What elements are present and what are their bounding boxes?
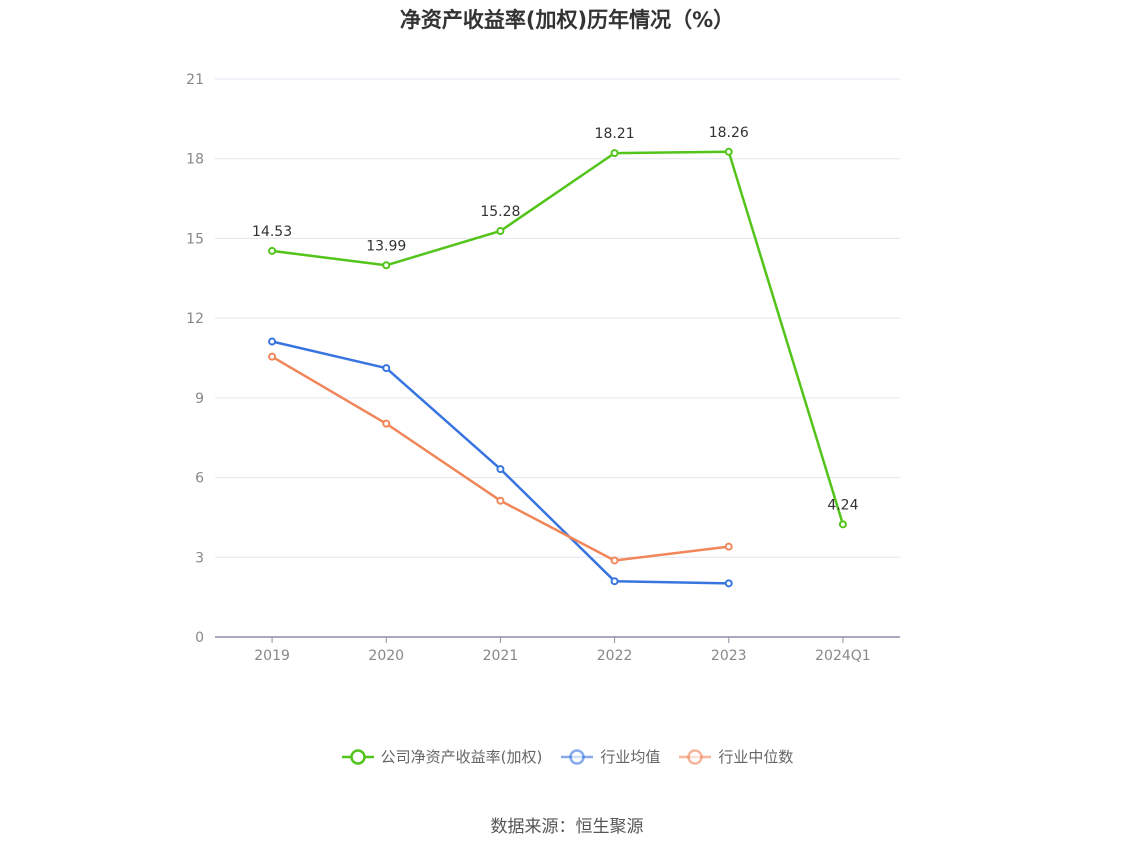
- data-point: [838, 520, 847, 529]
- data-point: [496, 496, 505, 505]
- x-tick-label: 2020: [368, 648, 404, 664]
- legend-label: 行业均值: [600, 748, 661, 766]
- series-line-2: [271, 355, 729, 562]
- legend-swatch-icon: [679, 748, 712, 765]
- data-point: [382, 261, 391, 270]
- y-tick-label: 12: [186, 311, 204, 327]
- legend-item[interactable]: 公司净资产收益率(加权): [341, 746, 543, 767]
- data-point: [610, 577, 619, 586]
- data-label: 18.26: [709, 125, 749, 141]
- chart-legend: 公司净资产收益率(加权) 行业均值 行业中位数: [0, 746, 1134, 767]
- data-label: 18.21: [595, 126, 635, 142]
- data-point: [724, 147, 733, 156]
- data-point: [610, 556, 619, 565]
- data-label: 14.53: [252, 224, 292, 240]
- y-tick-label: 21: [186, 72, 204, 88]
- data-point: [724, 579, 733, 588]
- y-tick-label: 6: [195, 471, 204, 487]
- y-tick-label: 9: [195, 391, 204, 407]
- y-tick-label: 3: [195, 550, 204, 566]
- data-point: [610, 149, 619, 158]
- legend-label: 公司净资产收益率(加权): [380, 748, 543, 766]
- series-line-0: [271, 150, 845, 525]
- x-tick-label: 2023: [711, 648, 747, 664]
- legend-item[interactable]: 行业均值: [560, 746, 660, 767]
- data-point: [268, 246, 277, 255]
- data-point: [382, 419, 391, 428]
- chart-title: 净资产收益率(加权)历年情况（%）: [399, 8, 735, 32]
- series-line-1: [271, 340, 729, 585]
- legend-swatch-icon: [341, 748, 374, 765]
- data-point: [268, 352, 277, 361]
- legend-swatch-icon: [561, 748, 594, 765]
- x-tick-label: 2019: [254, 648, 290, 664]
- y-tick-label: 15: [186, 231, 204, 247]
- data-point: [496, 465, 505, 474]
- data-point: [268, 337, 277, 346]
- y-tick-label: 18: [186, 152, 204, 168]
- data-point: [382, 364, 391, 373]
- data-label: 4.24: [827, 497, 858, 513]
- legend-item[interactable]: 行业中位数: [678, 746, 793, 767]
- x-tick-label: 2021: [483, 648, 519, 664]
- data-point: [496, 226, 505, 235]
- y-tick-label: 0: [195, 630, 204, 646]
- x-tick-label: 2022: [597, 648, 633, 664]
- legend-label: 行业中位数: [718, 748, 794, 766]
- data-point: [724, 542, 733, 551]
- data-source: 数据来源：恒生聚源: [490, 817, 644, 837]
- data-label: 15.28: [480, 204, 520, 220]
- data-label: 13.99: [366, 238, 406, 254]
- x-tick-label: 2024Q1: [815, 648, 871, 664]
